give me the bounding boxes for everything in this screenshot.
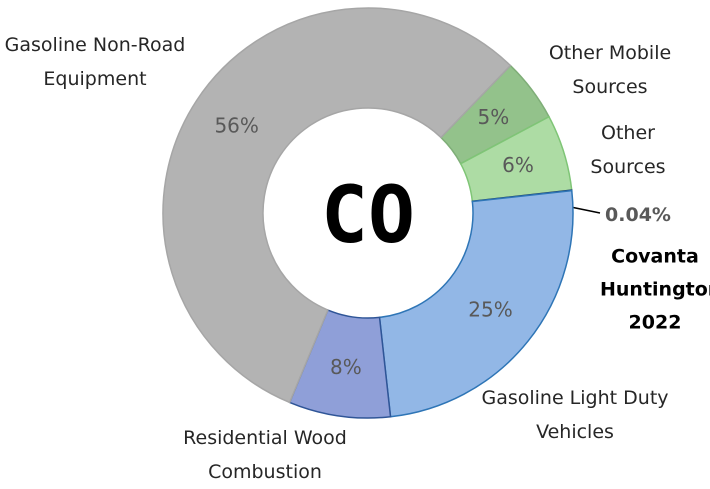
category-label: Gasoline Light Duty Vehicles [481, 387, 669, 443]
category-label: Other Sources [590, 122, 666, 178]
value-label: 56% [214, 113, 258, 137]
value-label: 8% [330, 355, 362, 379]
value-label: 6% [502, 153, 534, 177]
category-label: Residential Wood Combustion [183, 427, 347, 483]
value-label: 25% [468, 298, 512, 322]
value-label: 0.04% [605, 204, 671, 226]
slice [162, 7, 512, 404]
category-label: Gasoline Non-Road Equipment [4, 34, 186, 90]
category-label: Other Mobile Sources [548, 42, 672, 98]
center-label: CO [321, 171, 415, 261]
slice [378, 189, 574, 418]
category-label: Covanta Huntington 2022 [600, 245, 710, 334]
value-label: 5% [478, 105, 510, 129]
